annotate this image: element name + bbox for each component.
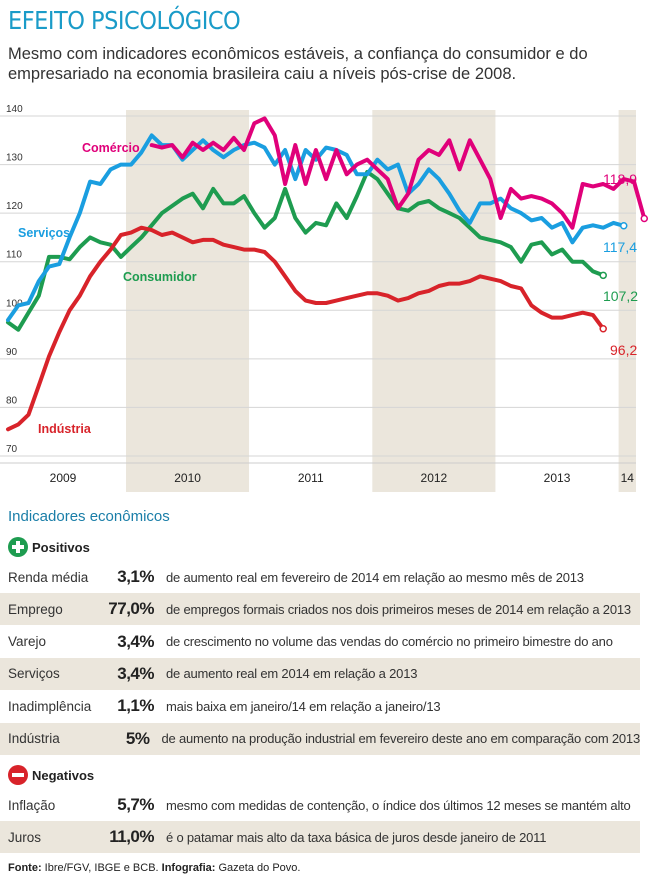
year-band: [126, 110, 250, 492]
negatives-label: Negativos: [32, 767, 95, 783]
year-band: [618, 110, 636, 492]
y-tick-label: 90: [6, 347, 18, 358]
page-title: EFEITO PSICOLÓGICO: [8, 6, 241, 35]
indicator-row: Serviços 3,4% de aumento real em 2014 em r…: [0, 657, 640, 690]
indicator-row: Renda média 3,1% de aumento real em fevere…: [0, 561, 640, 593]
indicator-row: Varejo 3,4% de crescimento no volume das v…: [0, 626, 640, 658]
y-tick-label: 100: [6, 298, 23, 309]
indicator-row: Juros 11,0% é o patamar mais alto da taxa …: [0, 821, 640, 854]
source-text: Ibre/FGV, IBGE e BCB.: [44, 862, 159, 874]
subtitle: Mesmo com indicadores econômicos estávei…: [8, 45, 588, 83]
credit-label: Infografia:: [161, 862, 216, 874]
y-tick-label: 120: [6, 201, 23, 212]
indicator-value: 11,0%: [109, 827, 154, 847]
positives-label: Positivos: [32, 539, 90, 555]
series-line-1: [6, 133, 626, 322]
indicator-description: é o patamar mais alto da taxa básica de …: [166, 829, 547, 845]
series-endpoint: [619, 222, 628, 230]
series-endpoint: [599, 324, 607, 333]
indicator-description: de aumento real em fevereiro de 2014 em …: [166, 569, 584, 585]
series-final-value: 117,4: [603, 239, 637, 255]
line-chart: 70 80 90 100 110 120 130 140 Comércio Serviços Co…: [0, 104, 649, 492]
indicator-name: Emprego: [8, 601, 63, 617]
source-label: Fonte:: [8, 862, 42, 874]
year-band: [0, 110, 127, 492]
indicator-name: Inadimplência: [8, 698, 92, 714]
indicators-title: Indicadores econômicos: [8, 508, 170, 525]
year-band: [495, 110, 619, 492]
footer: Fonte: Ibre/FGV, IBGE e BCB. Infografia:…: [8, 862, 300, 874]
y-tick-label: 130: [6, 153, 23, 164]
year-label: 2009: [50, 471, 77, 485]
indicator-description: mais baixa em janeiro/14 em relação a ja…: [166, 698, 441, 714]
y-tick-label: 110: [6, 250, 22, 261]
series-endpoint: [599, 271, 607, 280]
plus-icon: [8, 537, 28, 557]
series-endpoint: [640, 214, 649, 223]
series-name-label: Serviços: [18, 226, 70, 240]
indicator-name: Indústria: [8, 731, 60, 746]
series-final-value: 107,2: [603, 288, 638, 304]
indicator-value: 5%: [125, 728, 150, 748]
indicator-value: 5,7%: [117, 795, 154, 814]
indicator-name: Serviços: [8, 666, 60, 682]
indicator-value: 3,1%: [117, 567, 154, 586]
indicator-value: 1,1%: [117, 696, 154, 716]
indicator-row: Indústria 5% de aumento na produção indust…: [0, 722, 641, 755]
indicator-description: de crescimento no volume das vendas do c…: [166, 634, 613, 650]
series-final-value: 118,9: [603, 171, 637, 187]
indicator-description: de aumento real em 2014 em relação a 201…: [166, 666, 418, 682]
indicator-value: 3,4%: [117, 663, 154, 683]
y-tick-label: 80: [6, 395, 18, 406]
indicator-name: Inflação: [8, 797, 56, 813]
year-label: 14: [621, 471, 635, 485]
positives-header: Positivos: [8, 537, 90, 557]
series-name-label: Consumidor: [123, 270, 197, 284]
indicator-name: Renda média: [8, 569, 89, 585]
indicator-value: 77,0%: [108, 599, 154, 619]
series-name-label: Indústria: [38, 422, 92, 436]
indicator-description: de aumento na produção industrial em fev…: [161, 731, 641, 746]
year-label: 2010: [174, 471, 201, 485]
series-line-2: [6, 169, 606, 332]
indicator-description: mesmo com medidas de contenção, o índice…: [166, 797, 631, 813]
year-label: 2013: [544, 471, 571, 485]
series-line-3: [6, 225, 606, 432]
indicator-row: Inflação 5,7% mesmo com medidas de contenç…: [0, 789, 640, 821]
indicator-name: Juros: [8, 829, 42, 845]
indicator-value: 3,4%: [117, 631, 154, 651]
series-final-value: 96,2: [610, 342, 637, 358]
indicator-name: Varejo: [8, 634, 47, 650]
minus-icon: [8, 765, 28, 785]
y-tick-label: 70: [6, 444, 18, 455]
y-tick-label: 140: [6, 104, 23, 115]
indicator-row: Emprego 77,0% de empregos formais criados …: [0, 593, 640, 626]
indicator-row: Inadimplência 1,1% mais baixa em janeiro/1…: [0, 690, 640, 722]
credit-text: Gazeta do Povo.: [218, 862, 301, 874]
indicator-description: de empregos formais criados nos dois pri…: [166, 601, 631, 617]
series-name-label: Comércio: [82, 141, 140, 155]
series-line-0: [149, 116, 647, 230]
year-label: 2011: [298, 471, 324, 485]
year-label: 2012: [421, 471, 448, 485]
negatives-header: Negativos: [8, 765, 94, 785]
